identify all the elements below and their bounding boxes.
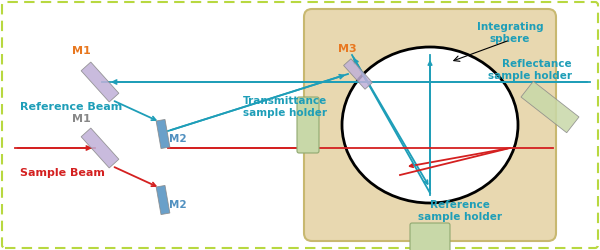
FancyBboxPatch shape	[410, 223, 450, 250]
Text: M2: M2	[169, 134, 187, 144]
FancyBboxPatch shape	[304, 9, 556, 241]
Polygon shape	[344, 59, 373, 89]
Polygon shape	[81, 128, 119, 168]
Text: Sample Beam: Sample Beam	[20, 168, 105, 178]
Text: Reference Beam: Reference Beam	[20, 102, 122, 112]
Text: M2: M2	[169, 200, 187, 210]
Text: M1: M1	[72, 114, 91, 124]
Polygon shape	[156, 186, 170, 214]
Text: Reflectance
sample holder: Reflectance sample holder	[488, 59, 572, 81]
Text: M1: M1	[72, 46, 91, 56]
Polygon shape	[156, 120, 170, 148]
Text: Reference
sample holder: Reference sample holder	[418, 200, 502, 222]
Ellipse shape	[342, 47, 518, 203]
Text: Integrating
sphere: Integrating sphere	[476, 22, 544, 44]
FancyBboxPatch shape	[2, 2, 598, 248]
Text: Transmittance
sample holder: Transmittance sample holder	[243, 96, 327, 118]
Polygon shape	[521, 81, 579, 133]
Polygon shape	[81, 62, 119, 102]
FancyBboxPatch shape	[297, 97, 319, 153]
Text: M3: M3	[338, 44, 356, 54]
